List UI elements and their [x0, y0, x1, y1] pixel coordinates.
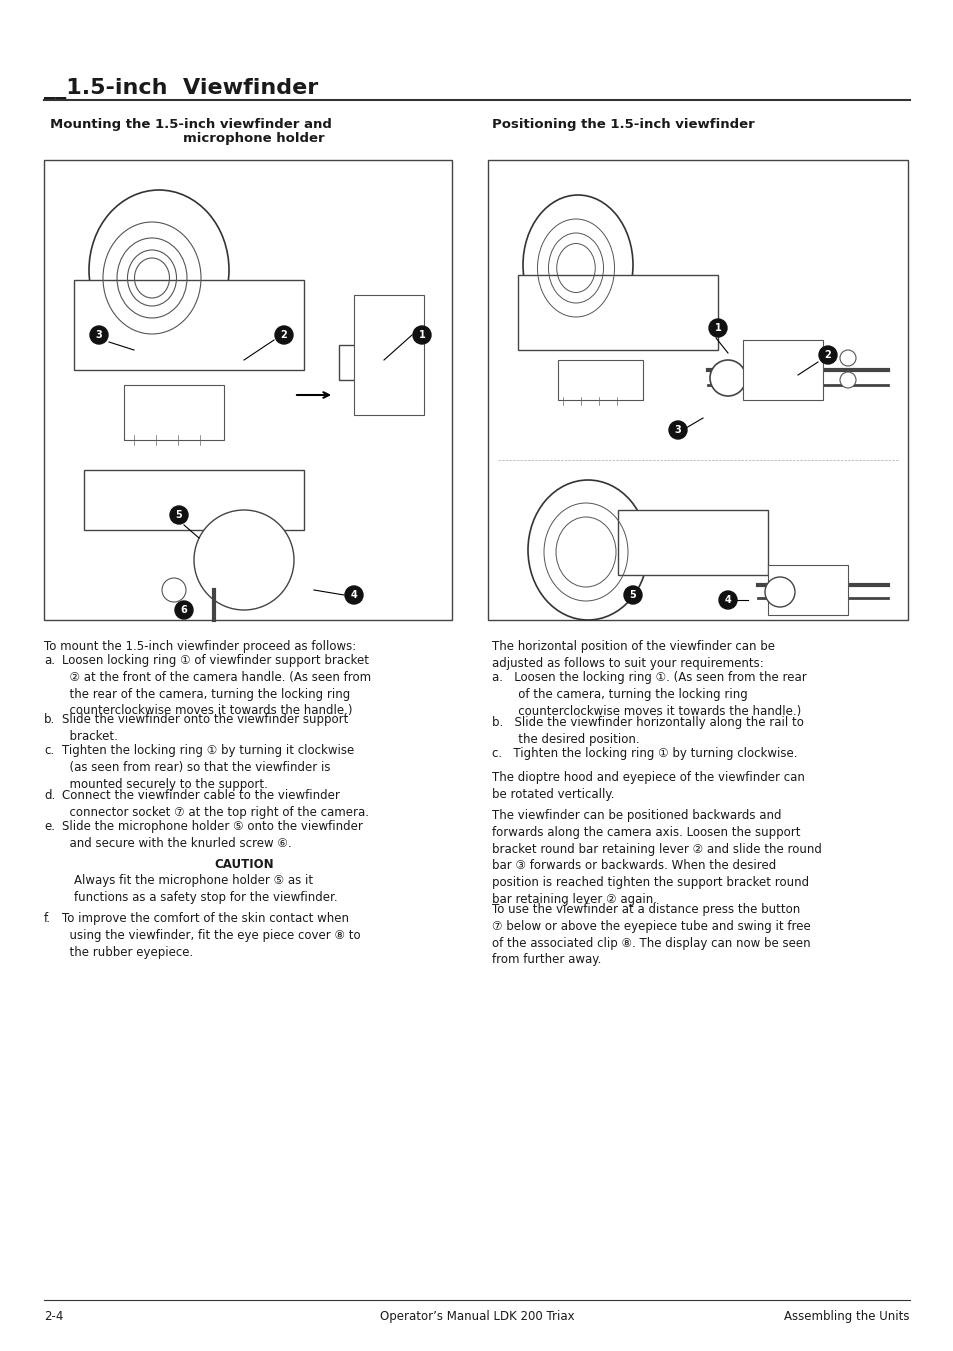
Text: Positioning the 1.5-inch viewfinder: Positioning the 1.5-inch viewfinder	[492, 118, 754, 131]
Text: Loosen locking ring ① of viewfinder support bracket
  ② at the front of the came: Loosen locking ring ① of viewfinder supp…	[62, 654, 371, 717]
Text: Slide the viewfinder onto the viewfinder support
  bracket.: Slide the viewfinder onto the viewfinder…	[62, 713, 348, 743]
Circle shape	[840, 372, 855, 388]
Text: 1: 1	[418, 330, 425, 340]
Text: __1.5-inch  Viewfinder: __1.5-inch Viewfinder	[44, 78, 318, 99]
Text: c.   Tighten the locking ring ① by turning clockwise.: c. Tighten the locking ring ① by turning…	[492, 747, 797, 761]
Circle shape	[174, 601, 193, 619]
Text: Always fit the microphone holder ⑤ as it
functions as a safety stop for the view: Always fit the microphone holder ⑤ as it…	[74, 874, 337, 904]
Text: 3: 3	[674, 426, 680, 435]
Text: 5: 5	[175, 509, 182, 520]
Circle shape	[709, 359, 745, 396]
Bar	[44, 159, 452, 620]
Circle shape	[400, 367, 416, 382]
Text: 1: 1	[714, 323, 720, 332]
Text: The dioptre hood and eyepiece of the viewfinder can
be rotated vertically.: The dioptre hood and eyepiece of the vie…	[492, 771, 804, 801]
Text: b.: b.	[44, 713, 55, 725]
Ellipse shape	[89, 190, 229, 350]
Circle shape	[668, 422, 686, 439]
Bar	[338, 345, 389, 380]
Text: d.: d.	[44, 789, 55, 802]
Text: e.: e.	[44, 820, 55, 834]
Text: 2: 2	[280, 330, 287, 340]
Circle shape	[764, 577, 794, 607]
Text: The horizontal position of the viewfinder can be
adjusted as follows to suit you: The horizontal position of the viewfinde…	[492, 640, 774, 670]
Ellipse shape	[522, 195, 633, 335]
Text: Operator’s Manual LDK 200 Triax: Operator’s Manual LDK 200 Triax	[379, 1310, 574, 1323]
Bar	[558, 359, 642, 400]
Text: 4: 4	[724, 594, 731, 605]
Circle shape	[90, 326, 108, 345]
Text: Tighten the locking ring ① by turning it clockwise
  (as seen from rear) so that: Tighten the locking ring ① by turning it…	[62, 744, 354, 790]
Text: The viewfinder can be positioned backwards and
forwards along the camera axis. L: The viewfinder can be positioned backwar…	[492, 809, 821, 907]
Circle shape	[274, 326, 293, 345]
Bar	[742, 340, 822, 400]
Circle shape	[623, 586, 641, 604]
Text: a.: a.	[44, 654, 55, 667]
Text: b.   Slide the viewfinder horizontally along the rail to
       the desired posi: b. Slide the viewfinder horizontally alo…	[492, 716, 803, 746]
Circle shape	[400, 386, 416, 403]
Bar	[124, 385, 224, 440]
Circle shape	[708, 319, 726, 336]
Text: Assembling the Units: Assembling the Units	[783, 1310, 909, 1323]
Text: Mounting the 1.5-inch viewfinder and: Mounting the 1.5-inch viewfinder and	[50, 118, 332, 131]
Circle shape	[818, 346, 836, 363]
Text: Slide the microphone holder ⑤ onto the viewfinder
  and secure with the knurled : Slide the microphone holder ⑤ onto the v…	[62, 820, 362, 850]
Circle shape	[840, 350, 855, 366]
Text: 3: 3	[95, 330, 102, 340]
Text: 5: 5	[629, 590, 636, 600]
Text: CAUTION: CAUTION	[214, 858, 274, 871]
Circle shape	[400, 347, 416, 363]
Text: To use the viewfinder at a distance press the button
⑦ below or above the eyepie: To use the viewfinder at a distance pres…	[492, 902, 810, 966]
Text: a.   Loosen the locking ring ①. (As seen from the rear
       of the camera, tur: a. Loosen the locking ring ①. (As seen f…	[492, 671, 806, 717]
Text: 2: 2	[823, 350, 830, 359]
Circle shape	[345, 586, 363, 604]
Ellipse shape	[527, 480, 647, 620]
Bar	[767, 565, 847, 615]
Circle shape	[413, 326, 431, 345]
Text: 4: 4	[351, 590, 357, 600]
Text: c.: c.	[44, 744, 54, 757]
Circle shape	[170, 507, 188, 524]
Bar	[354, 295, 423, 415]
Bar	[488, 159, 907, 620]
Text: 2-4: 2-4	[44, 1310, 63, 1323]
Bar	[74, 280, 304, 370]
Circle shape	[193, 509, 294, 611]
Circle shape	[162, 578, 186, 603]
Text: To mount the 1.5-inch viewfinder proceed as follows:: To mount the 1.5-inch viewfinder proceed…	[44, 640, 355, 653]
Circle shape	[719, 590, 737, 609]
Text: f.: f.	[44, 912, 51, 925]
Text: 6: 6	[180, 605, 187, 615]
Text: microphone holder: microphone holder	[183, 132, 324, 145]
Bar	[517, 276, 718, 350]
Text: To improve the comfort of the skin contact when
  using the viewfinder, fit the : To improve the comfort of the skin conta…	[62, 912, 360, 959]
Text: Connect the viewfinder cable to the viewfinder
  connector socket ⑦ at the top r: Connect the viewfinder cable to the view…	[62, 789, 369, 819]
Bar	[618, 509, 767, 576]
Bar	[84, 470, 304, 530]
